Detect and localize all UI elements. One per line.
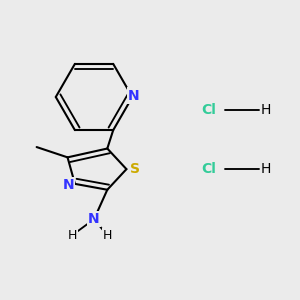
Text: H: H [261,162,272,176]
Text: S: S [130,162,140,176]
Text: Cl: Cl [202,162,216,176]
Text: N: N [88,212,100,226]
Text: Cl: Cl [202,103,216,117]
Text: N: N [128,88,140,103]
Text: H: H [67,229,77,242]
Text: N: N [63,178,74,192]
Text: H: H [261,103,272,117]
Text: H: H [103,229,112,242]
